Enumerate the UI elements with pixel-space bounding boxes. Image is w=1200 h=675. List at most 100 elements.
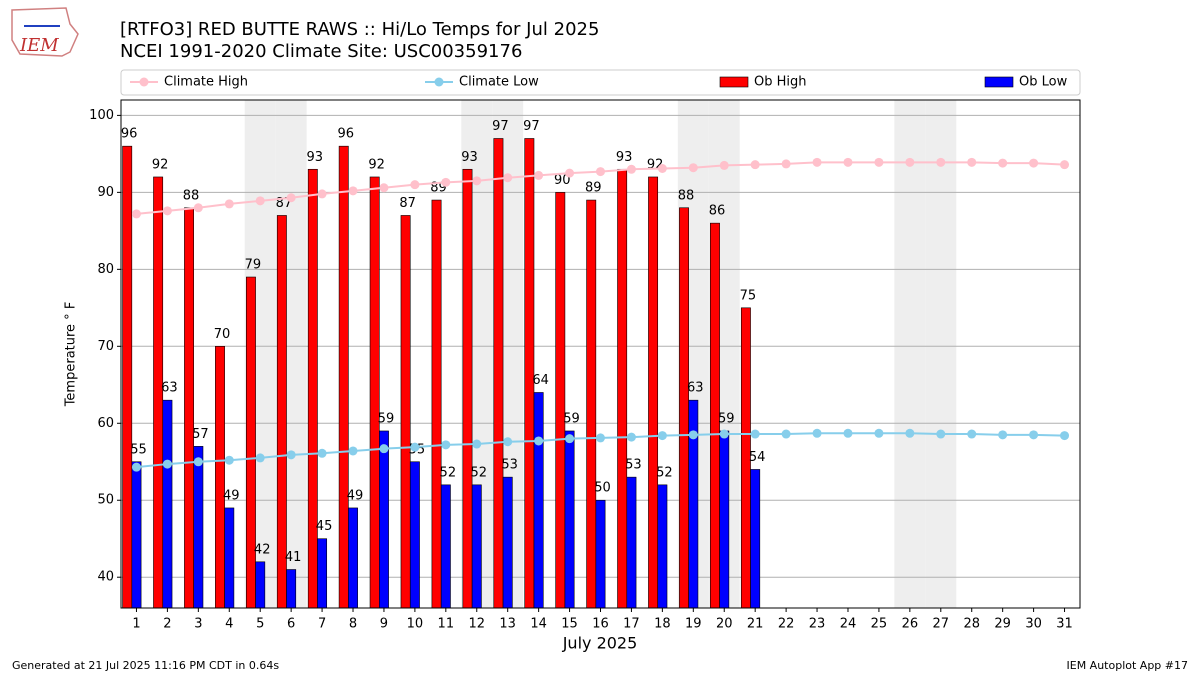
point — [410, 442, 420, 452]
bar — [400, 215, 411, 609]
point — [596, 167, 605, 177]
point — [1029, 158, 1039, 168]
point — [534, 170, 544, 180]
data-label: 49 — [223, 488, 240, 503]
point — [255, 196, 265, 206]
legend-swatch — [984, 76, 1014, 88]
data-label: 89 — [585, 181, 602, 196]
bar — [338, 145, 349, 609]
bar — [533, 392, 544, 609]
bar — [215, 346, 225, 609]
y-axis-label: Temperature ° F — [64, 302, 79, 408]
point — [441, 440, 451, 450]
point — [379, 444, 389, 454]
point — [348, 186, 358, 196]
bar — [626, 476, 637, 609]
bar — [440, 484, 451, 609]
bar — [184, 207, 194, 609]
point — [441, 177, 451, 187]
point — [781, 159, 791, 169]
bar — [555, 192, 566, 609]
point — [162, 459, 172, 469]
x-tick-label: 6 — [287, 617, 295, 632]
point — [472, 176, 482, 186]
bar — [131, 461, 142, 609]
data-label: 57 — [192, 427, 209, 442]
y-tick-label: 80 — [97, 262, 114, 277]
point — [131, 209, 141, 219]
legend-marker — [139, 77, 149, 87]
data-label: 53 — [625, 458, 642, 473]
x-tick-label: 26 — [902, 617, 919, 632]
data-label: 49 — [347, 488, 364, 503]
point — [874, 157, 884, 167]
data-label: 70 — [214, 327, 231, 342]
point — [131, 462, 141, 472]
y-tick-label: 50 — [97, 493, 114, 508]
data-label: 59 — [378, 411, 395, 426]
x-tick-label: 31 — [1056, 617, 1073, 632]
y-tick-label: 100 — [89, 108, 114, 123]
point — [998, 158, 1008, 168]
bar — [586, 199, 597, 609]
x-tick-label: 15 — [561, 617, 578, 632]
x-tick-label: 7 — [318, 617, 326, 632]
point — [348, 446, 358, 456]
footer-left: Generated at 21 Jul 2025 11:16 PM CDT in… — [12, 659, 279, 672]
x-tick-label: 12 — [468, 617, 485, 632]
footer-right: IEM Autoplot App #17 — [1067, 659, 1189, 672]
point — [967, 429, 977, 439]
point — [688, 430, 698, 440]
point — [379, 183, 389, 193]
plot-frame — [120, 99, 1081, 609]
x-tick-label: 21 — [747, 617, 764, 632]
point — [812, 428, 822, 438]
x-tick-label: 22 — [778, 617, 795, 632]
point — [286, 450, 296, 460]
data-label: 42 — [254, 542, 271, 557]
bar — [679, 207, 689, 609]
point — [193, 457, 203, 467]
point — [936, 429, 946, 439]
data-label: 59 — [718, 411, 735, 426]
data-label: 50 — [594, 481, 611, 496]
x-tick-label: 20 — [716, 617, 733, 632]
x-tick-label: 17 — [623, 617, 640, 632]
bar — [307, 168, 318, 609]
point — [812, 157, 822, 167]
point — [472, 439, 482, 449]
point — [750, 160, 760, 170]
point — [193, 203, 203, 213]
point — [162, 206, 172, 216]
point — [565, 168, 575, 178]
data-label: 79 — [245, 258, 262, 273]
data-label: 97 — [523, 119, 540, 134]
point — [967, 157, 977, 167]
legend-swatch — [719, 76, 749, 88]
legend-label: Climate Low — [459, 75, 539, 90]
data-label: 52 — [440, 465, 457, 480]
point — [503, 437, 513, 447]
x-tick-label: 27 — [933, 617, 950, 632]
point — [224, 455, 234, 465]
x-tick-label: 16 — [592, 617, 609, 632]
data-label: 93 — [461, 150, 478, 165]
point — [255, 453, 265, 463]
point — [905, 157, 915, 167]
y-tick-label: 40 — [97, 570, 114, 585]
bar — [502, 476, 513, 609]
chart-subtitle: NCEI 1991-2020 Climate Site: USC00359176 — [120, 41, 522, 62]
point — [565, 434, 575, 444]
point — [596, 433, 605, 443]
bar — [348, 507, 358, 609]
bar — [369, 176, 380, 609]
data-label: 96 — [337, 127, 354, 142]
x-tick-label: 29 — [994, 617, 1011, 632]
data-label: 63 — [161, 381, 178, 396]
data-label: 41 — [285, 550, 302, 565]
y-tick-label: 60 — [97, 416, 114, 431]
x-tick-label: 8 — [349, 617, 357, 632]
x-tick-label: 24 — [840, 617, 857, 632]
x-tick-label: 5 — [256, 617, 264, 632]
